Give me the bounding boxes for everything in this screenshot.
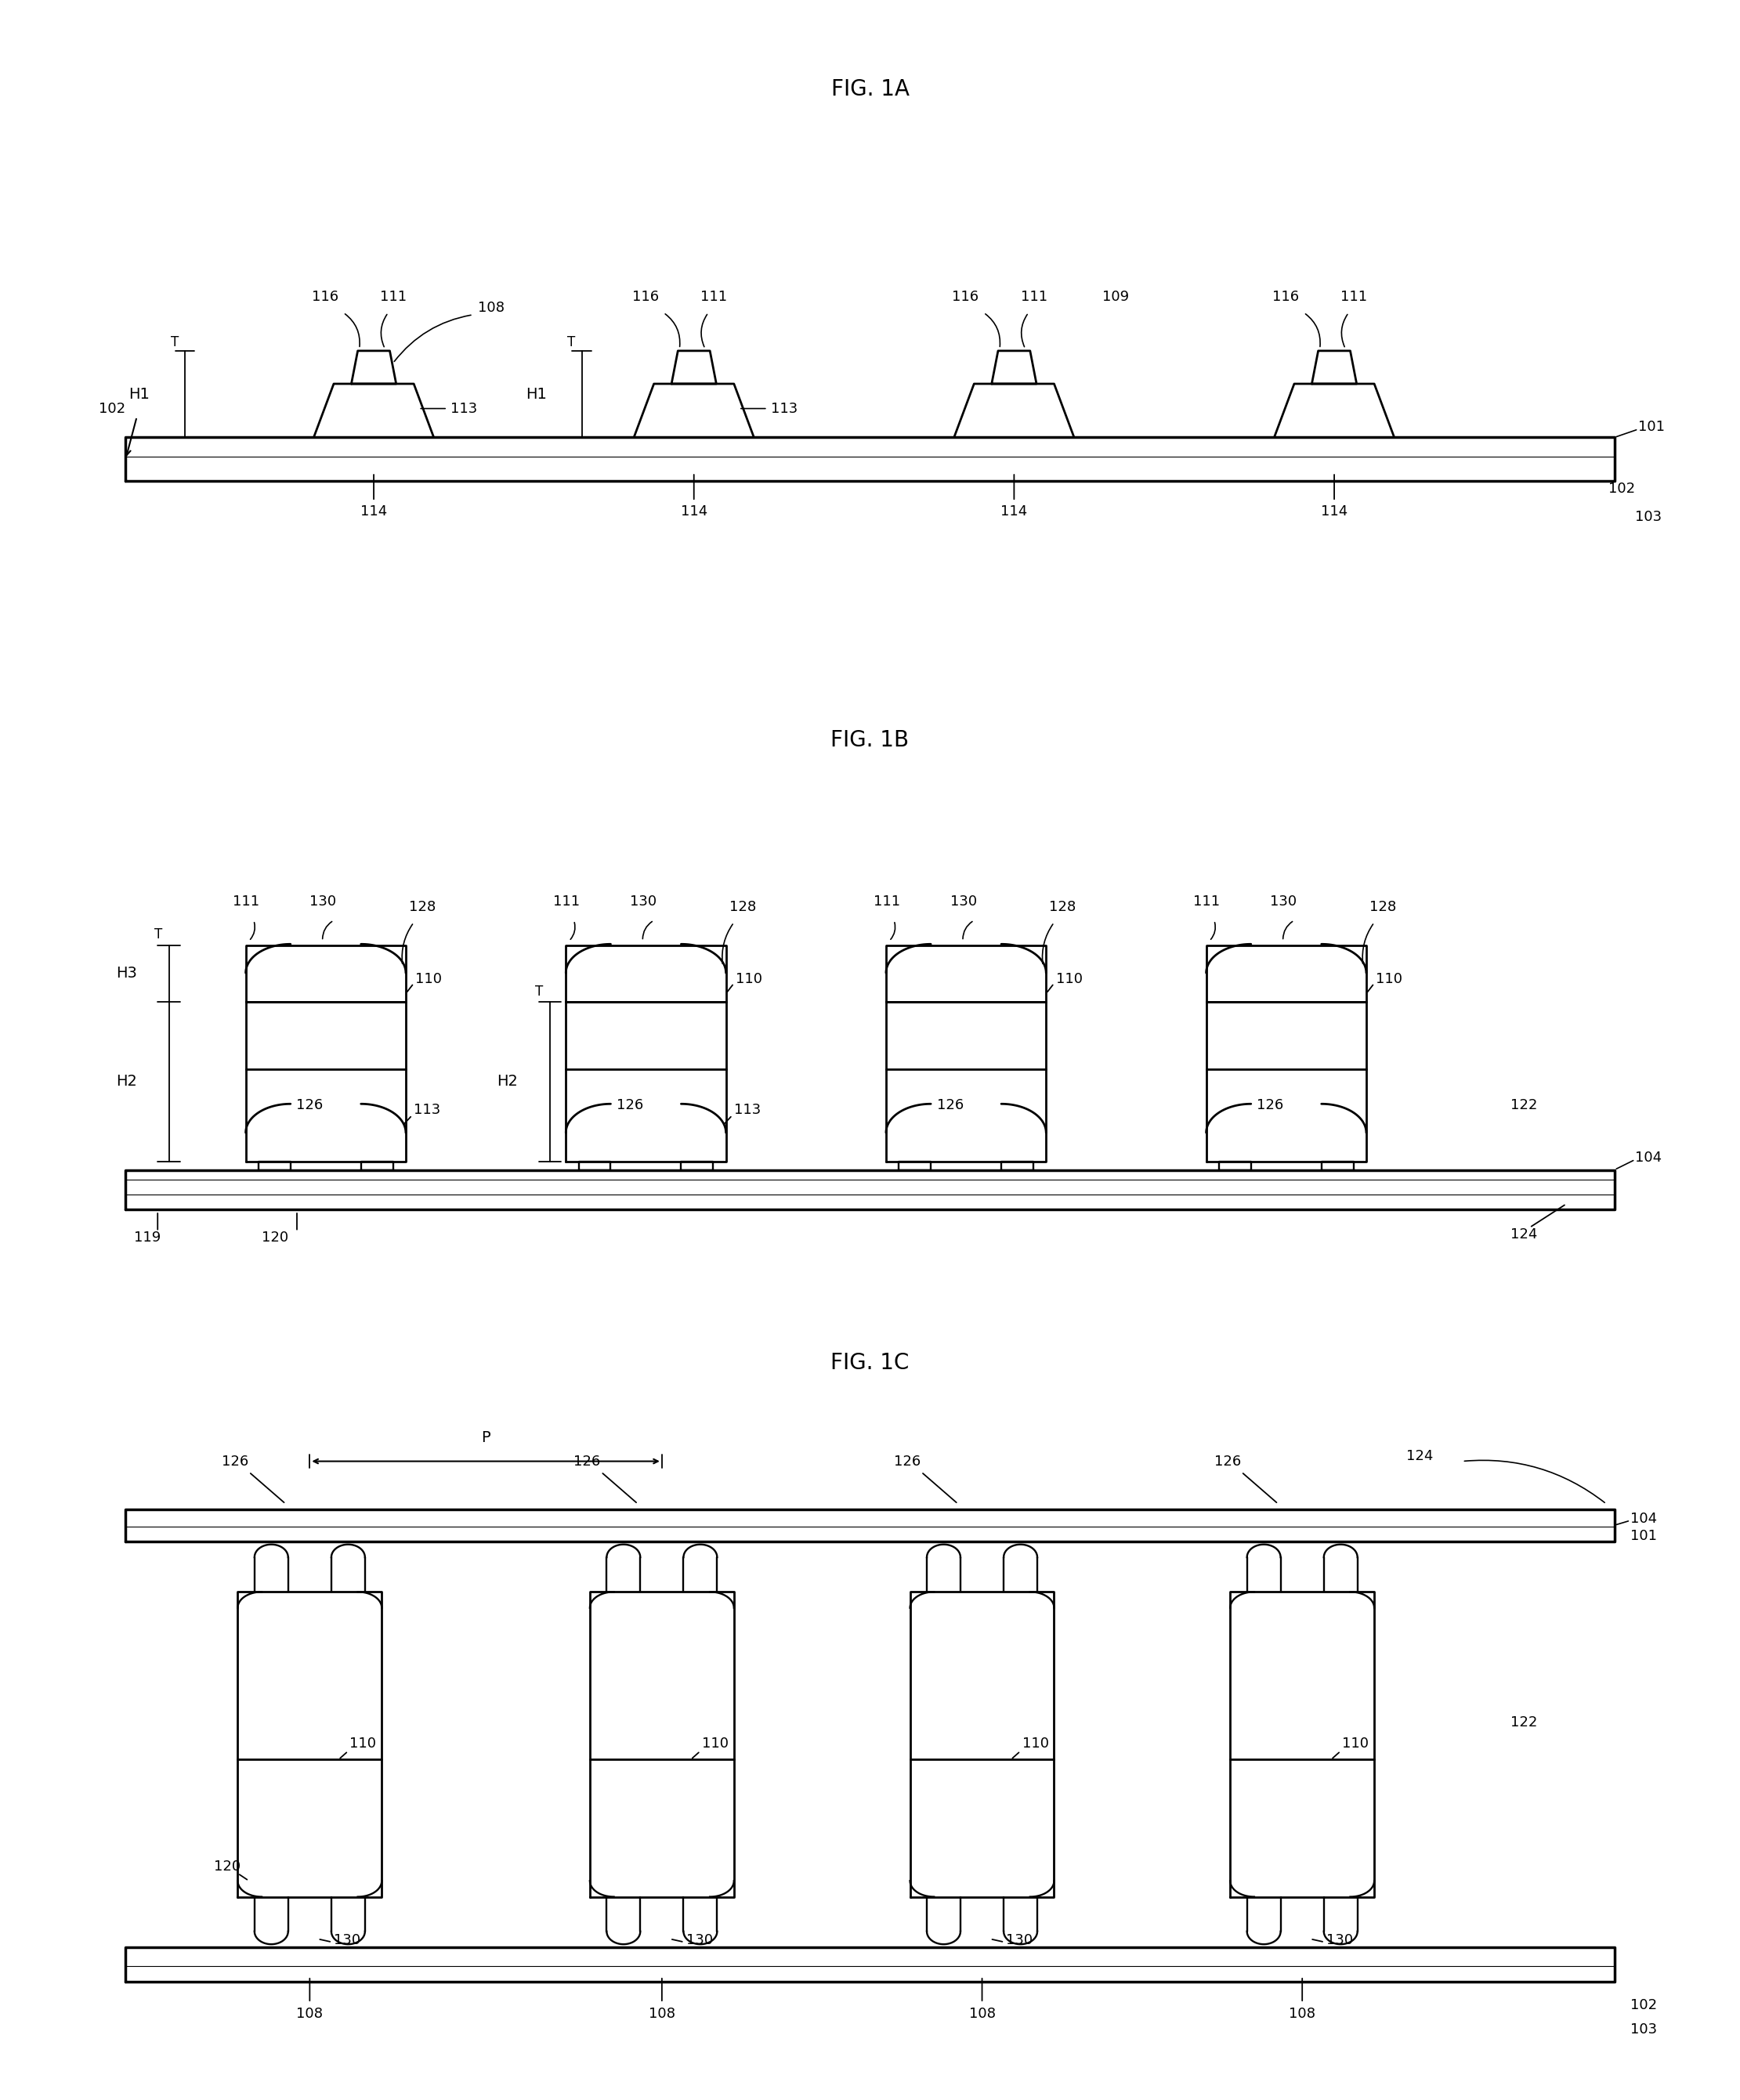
Text: 113: 113 [414, 1102, 440, 1117]
Text: T: T [567, 336, 576, 349]
Text: 108: 108 [296, 2006, 324, 2020]
Text: 122: 122 [1510, 1098, 1536, 1113]
Text: 126: 126 [221, 1453, 249, 1468]
Text: 111: 111 [1194, 895, 1220, 909]
Text: 114: 114 [360, 504, 388, 519]
Text: 119: 119 [134, 1231, 160, 1245]
Text: FIG. 1C: FIG. 1C [830, 1352, 910, 1373]
Text: 130: 130 [1326, 1932, 1354, 1947]
Text: 124: 124 [1406, 1449, 1434, 1464]
Text: 124: 124 [1510, 1228, 1536, 1241]
Text: 120: 120 [214, 1861, 240, 1873]
Text: 110: 110 [1342, 1737, 1369, 1751]
Text: P: P [482, 1430, 491, 1445]
Text: 104: 104 [1636, 1151, 1662, 1166]
Text: 130: 130 [630, 895, 656, 909]
Text: 126: 126 [894, 1453, 920, 1468]
Text: 128: 128 [729, 901, 755, 914]
Text: 122: 122 [1510, 1716, 1536, 1728]
Text: 130: 130 [1270, 895, 1296, 909]
Text: 103: 103 [1630, 2022, 1656, 2037]
Text: 113: 113 [451, 401, 477, 416]
Text: 111: 111 [1340, 290, 1368, 304]
Text: T: T [155, 928, 162, 943]
Text: 116: 116 [1272, 290, 1300, 304]
Text: 110: 110 [416, 972, 442, 987]
Text: 108: 108 [479, 300, 505, 315]
Text: 110: 110 [1376, 972, 1402, 987]
Text: 104: 104 [1630, 1512, 1656, 1527]
Text: 110: 110 [701, 1737, 729, 1751]
Text: 110: 110 [350, 1737, 376, 1751]
Text: 111: 111 [553, 895, 579, 909]
Text: 116: 116 [632, 290, 659, 304]
Text: 111: 111 [873, 895, 900, 909]
Text: 109: 109 [1101, 290, 1129, 304]
Text: H3: H3 [117, 966, 137, 981]
Text: 126: 126 [574, 1453, 600, 1468]
Text: 102: 102 [99, 401, 125, 416]
Text: 128: 128 [409, 901, 435, 914]
Text: 110: 110 [736, 972, 762, 987]
Text: H2: H2 [496, 1075, 519, 1090]
Text: 113: 113 [734, 1102, 760, 1117]
Text: 108: 108 [1289, 2006, 1315, 2020]
Text: 111: 111 [233, 895, 259, 909]
Text: 102: 102 [1630, 1997, 1656, 2012]
Text: 110: 110 [1056, 972, 1082, 987]
Text: FIG. 1A: FIG. 1A [830, 78, 910, 101]
Text: 128: 128 [1369, 901, 1395, 914]
Text: 126: 126 [1256, 1098, 1284, 1113]
Text: 126: 126 [616, 1098, 644, 1113]
Text: 103: 103 [1636, 510, 1662, 523]
Text: T: T [536, 985, 543, 1000]
Text: 130: 130 [310, 895, 336, 909]
Text: FIG. 1B: FIG. 1B [830, 729, 910, 752]
Text: 130: 130 [950, 895, 976, 909]
Text: 113: 113 [771, 401, 797, 416]
Text: 108: 108 [649, 2006, 675, 2020]
Text: T: T [171, 336, 179, 349]
Text: 126: 126 [936, 1098, 964, 1113]
Text: 126: 126 [1215, 1453, 1241, 1468]
Text: H1: H1 [129, 386, 150, 401]
Text: 101: 101 [1639, 420, 1665, 435]
Text: 120: 120 [261, 1231, 289, 1245]
Text: 130: 130 [334, 1932, 360, 1947]
Text: 116: 116 [311, 290, 339, 304]
Text: 111: 111 [1020, 290, 1047, 304]
Text: 110: 110 [1021, 1737, 1049, 1751]
Text: 130: 130 [686, 1932, 713, 1947]
Text: H1: H1 [525, 386, 546, 401]
Text: 102: 102 [1608, 481, 1636, 496]
Text: 111: 111 [699, 290, 727, 304]
Text: 128: 128 [1049, 901, 1075, 914]
Text: H2: H2 [117, 1075, 137, 1090]
Text: 130: 130 [1006, 1932, 1034, 1947]
Text: 126: 126 [296, 1098, 324, 1113]
Text: 111: 111 [379, 290, 407, 304]
Text: 101: 101 [1630, 1529, 1656, 1544]
Text: 116: 116 [952, 290, 980, 304]
Text: 114: 114 [1321, 504, 1349, 519]
Text: 108: 108 [969, 2006, 995, 2020]
Text: 114: 114 [680, 504, 708, 519]
Text: 114: 114 [1000, 504, 1028, 519]
